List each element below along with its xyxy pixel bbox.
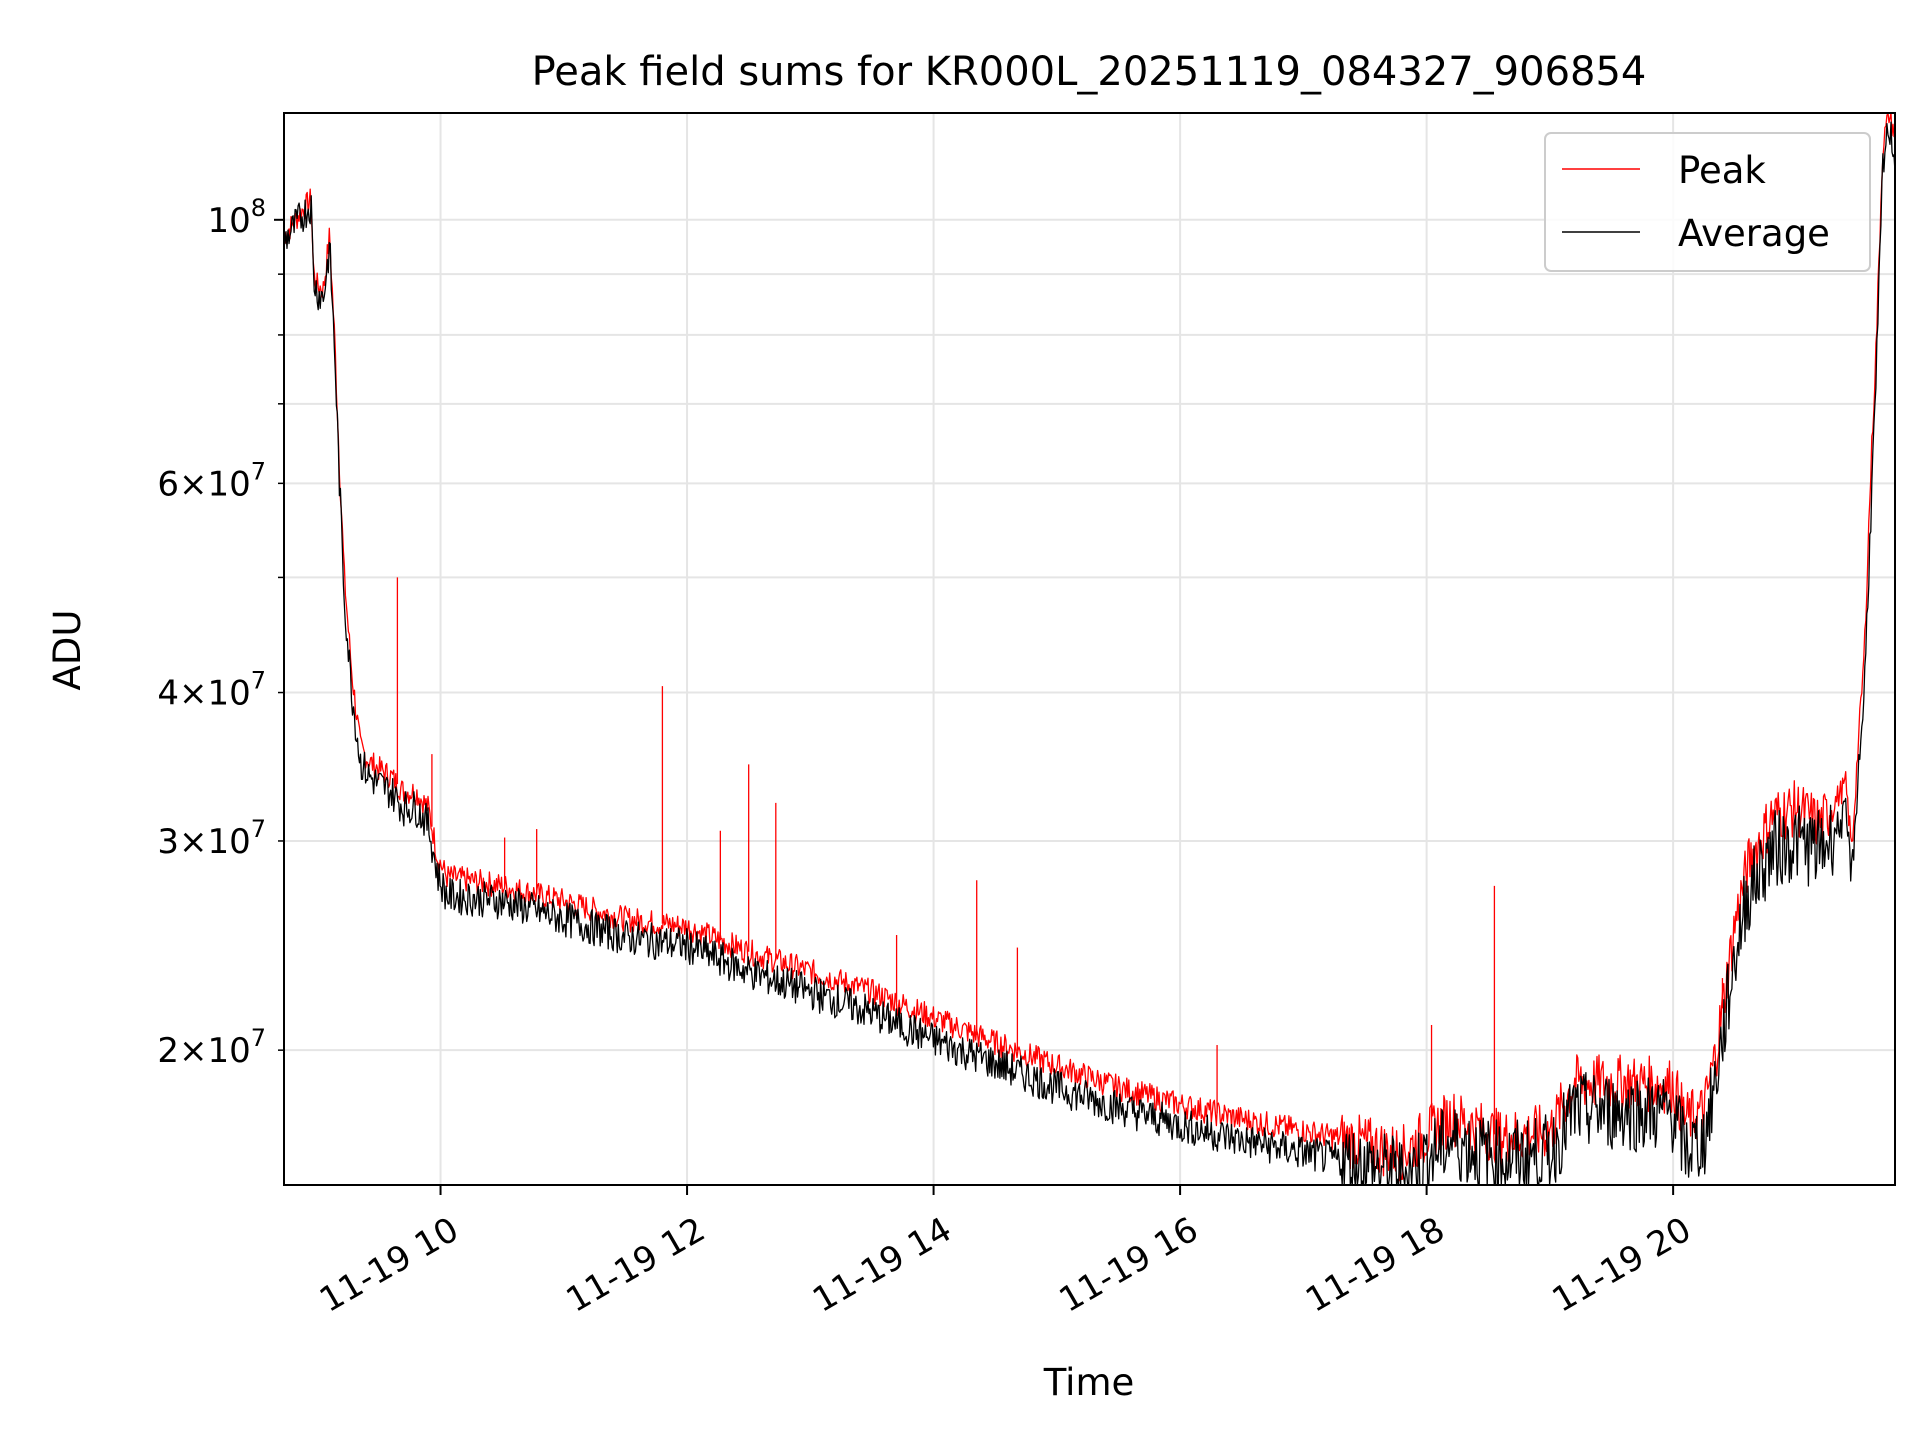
plot-series xyxy=(283,112,1896,1186)
y-axis-label: ADU xyxy=(46,610,89,691)
x-axis-label: Time xyxy=(1043,1361,1135,1404)
y-tick-label: 108 xyxy=(207,194,266,241)
y-tick-label: 3×107 xyxy=(157,815,266,862)
legend-average-label: Average xyxy=(1678,212,1830,255)
plot-frame xyxy=(283,112,1896,1186)
legend-peak-label: Peak xyxy=(1678,149,1766,192)
series-line-average xyxy=(283,121,1896,1186)
y-axis: 108 2×107 3×107 4×107 6×107 xyxy=(157,194,284,1071)
y-tick-label: 4×107 xyxy=(157,667,266,714)
grid xyxy=(284,113,1895,1185)
chart-title: Peak field sums for KR000L_20251119_0843… xyxy=(532,49,1647,95)
y-tick-label: 2×107 xyxy=(157,1024,266,1071)
legend-box xyxy=(1544,132,1871,272)
y-tick-label: 6×107 xyxy=(157,457,266,504)
legend: Peak Average xyxy=(1544,132,1871,272)
